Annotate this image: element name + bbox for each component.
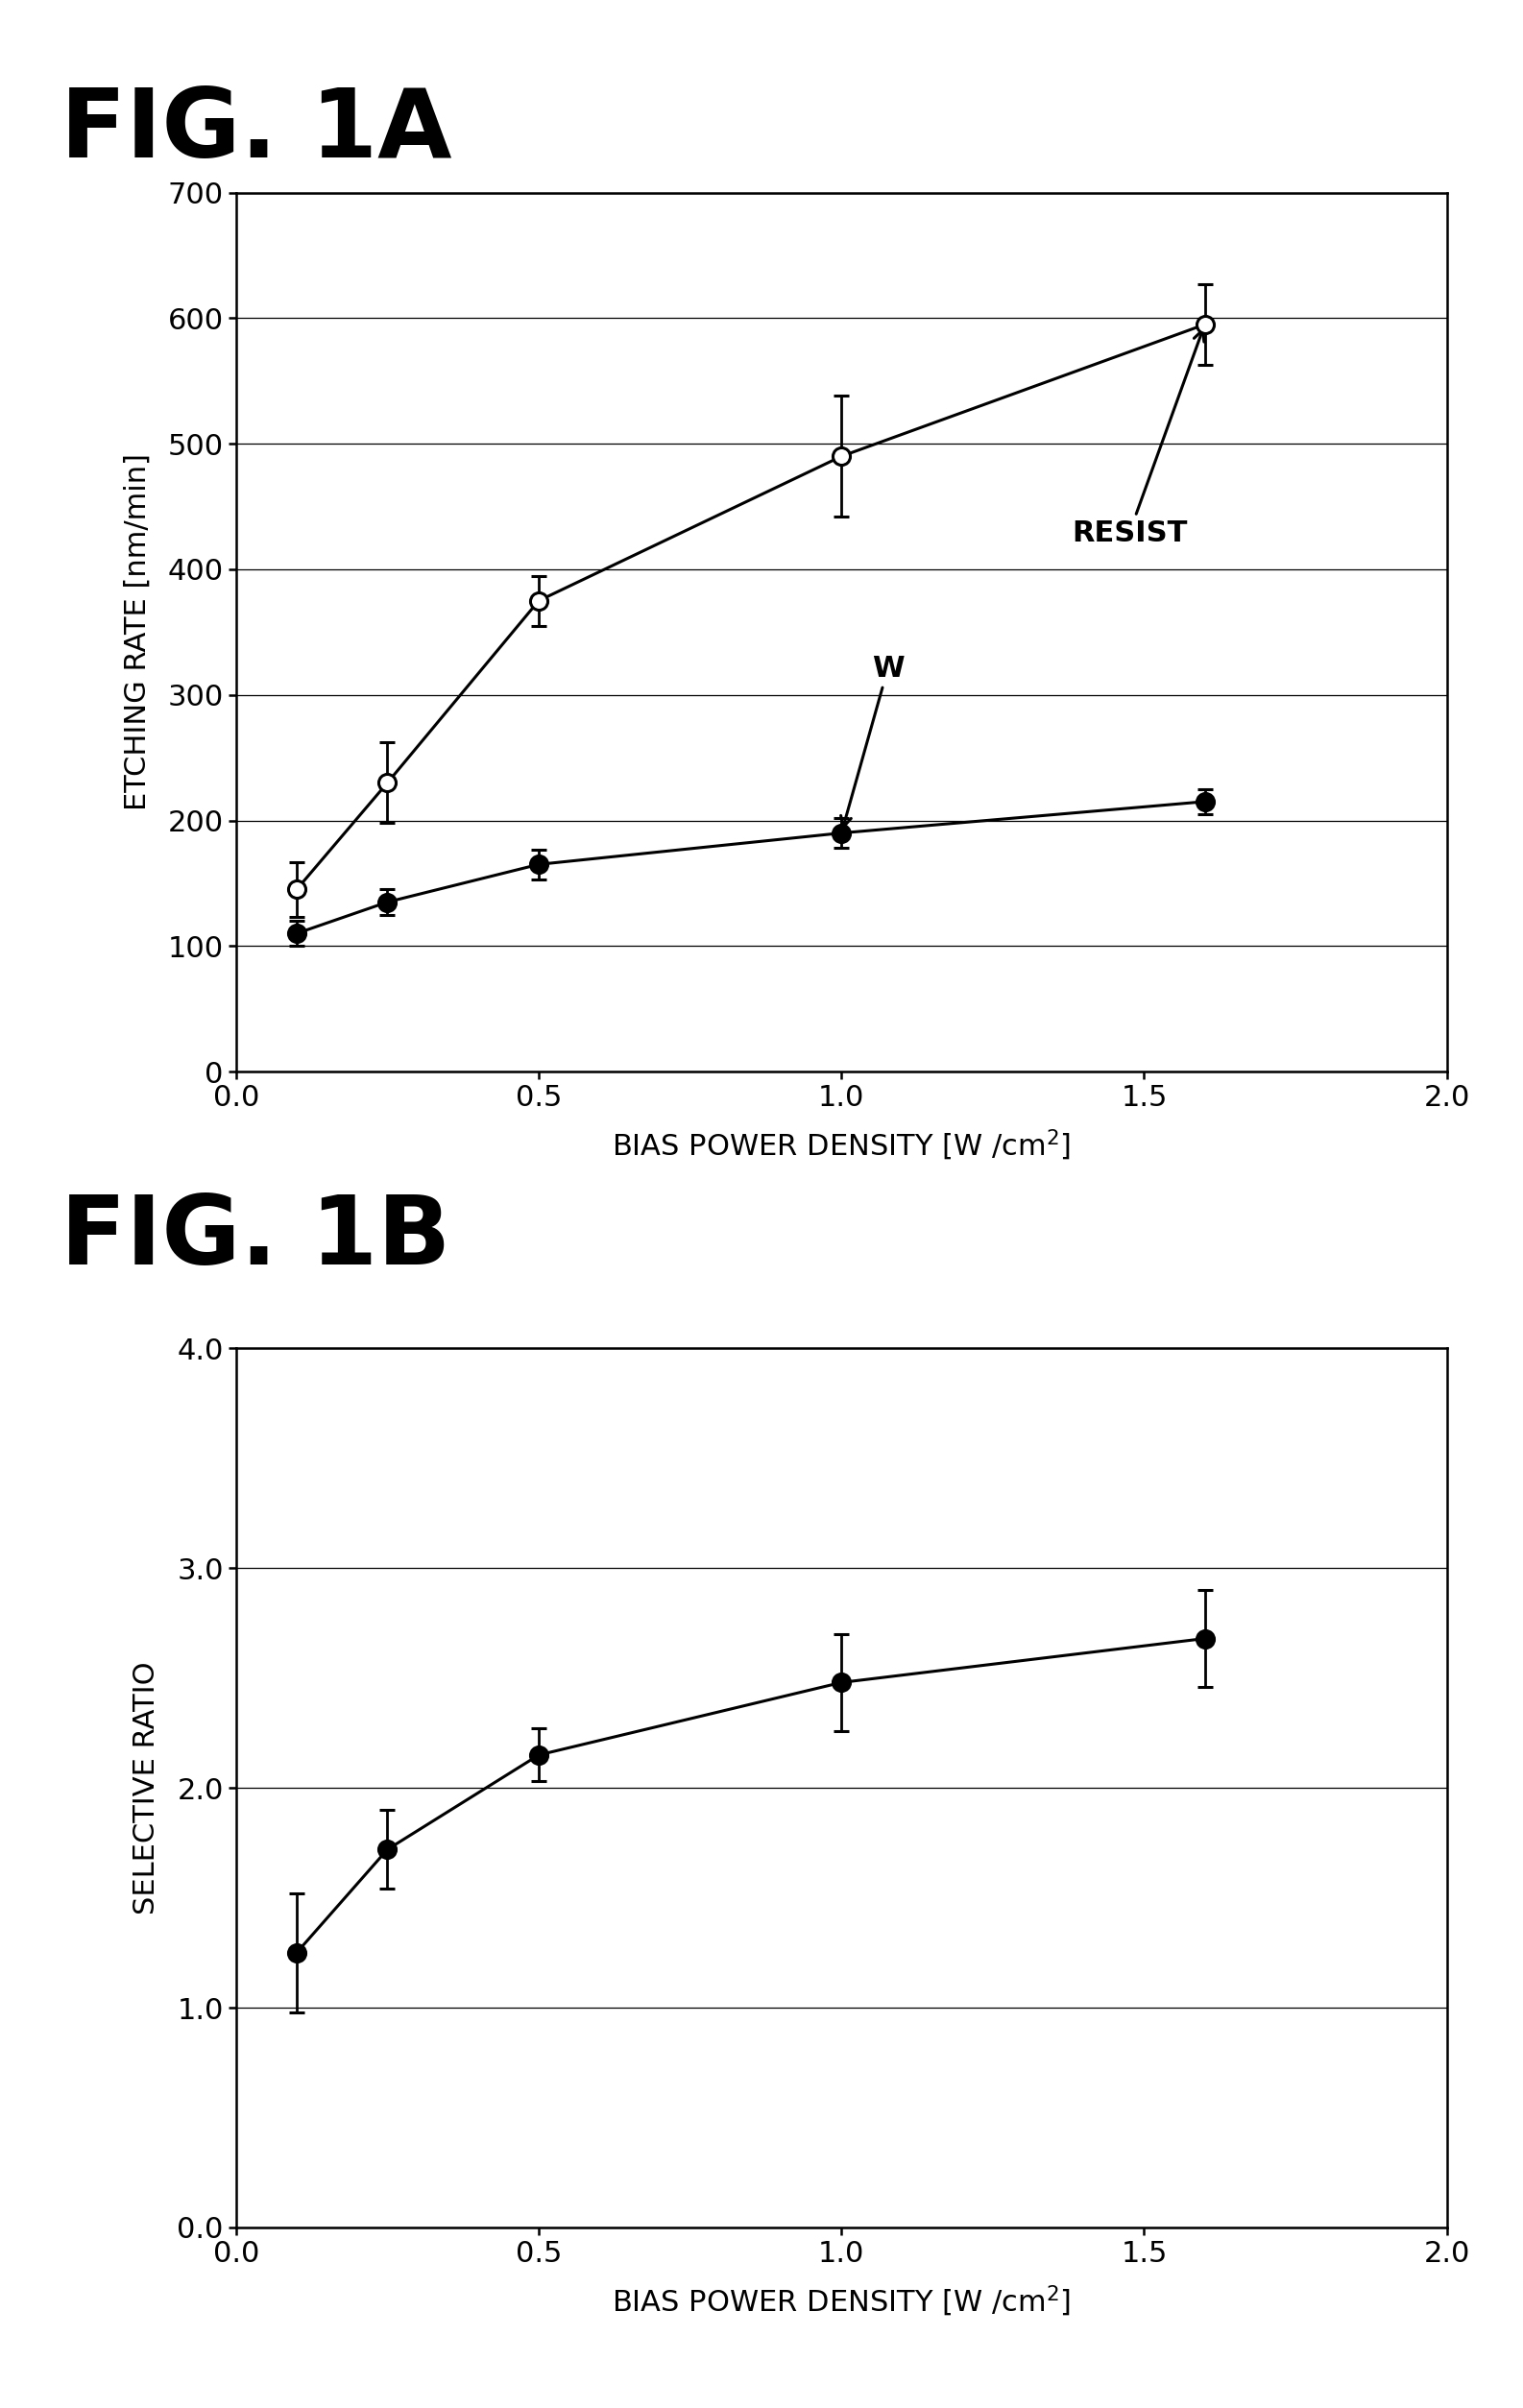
- X-axis label: BIAS POWER DENSITY [W /cm$^2$]: BIAS POWER DENSITY [W /cm$^2$]: [612, 2283, 1071, 2319]
- Y-axis label: SELECTIVE RATIO: SELECTIVE RATIO: [133, 1662, 161, 1914]
- Text: FIG. 1B: FIG. 1B: [61, 1192, 451, 1286]
- Text: RESIST: RESIST: [1072, 330, 1205, 547]
- Y-axis label: ETCHING RATE [nm/min]: ETCHING RATE [nm/min]: [123, 453, 151, 811]
- X-axis label: BIAS POWER DENSITY [W /cm$^2$]: BIAS POWER DENSITY [W /cm$^2$]: [612, 1127, 1071, 1163]
- Text: FIG. 1A: FIG. 1A: [61, 84, 452, 178]
- Text: W: W: [841, 655, 905, 828]
